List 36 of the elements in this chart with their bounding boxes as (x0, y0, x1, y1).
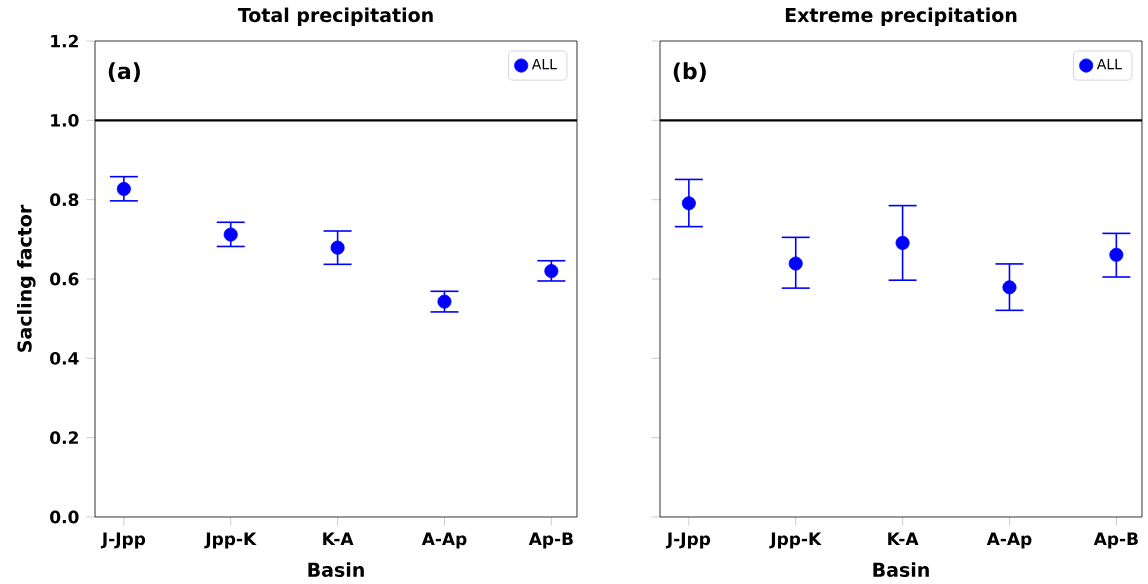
point (788, 256, 803, 271)
y-tick-label: 0.0 (50, 510, 79, 524)
x-tick-label: A-Ap (986, 532, 1032, 549)
x-tick-label: Ap-B (528, 532, 573, 549)
chart-title: Extreme precipitation (785, 7, 1017, 27)
point (681, 196, 696, 211)
y-tick-label: 1.2 (51, 34, 78, 48)
x-axis-title: Basin (308, 562, 364, 578)
x-tick-label: K-A (888, 532, 919, 546)
legend-label: ALL (1096, 59, 1122, 70)
y-tick-label: 0.2 (50, 431, 78, 445)
y-tick-label: 0.6 (50, 272, 79, 286)
y-tick-label: 0.8 (50, 193, 79, 207)
x-tick-label: Jpp-K (204, 532, 257, 549)
annotation: (b) (673, 62, 706, 83)
y-axis-title: Sacling factor (17, 205, 36, 353)
x-tick-label: Jpp-K (769, 532, 822, 549)
chart-title: Total precipitation (237, 7, 433, 27)
y-tick-label: 1.0 (51, 114, 79, 127)
point (1002, 280, 1017, 295)
point (116, 182, 131, 197)
point (895, 236, 910, 251)
x-tick-label: A-Ap (421, 532, 467, 549)
x-axis-title: Basin (873, 562, 929, 578)
point (437, 294, 452, 309)
point (223, 227, 238, 242)
point (544, 264, 559, 279)
y-tick-label: 0.4 (50, 352, 79, 365)
legend-label: ALL (531, 59, 557, 70)
x-tick-label: K-A (323, 532, 354, 546)
x-tick-label: J-Jpp (100, 532, 146, 549)
x-tick-label: Ap-B (1093, 532, 1138, 549)
annotation: (a) (108, 62, 140, 83)
x-tick-label: J-Jpp (665, 532, 711, 549)
point (330, 240, 345, 255)
point (1109, 247, 1124, 262)
